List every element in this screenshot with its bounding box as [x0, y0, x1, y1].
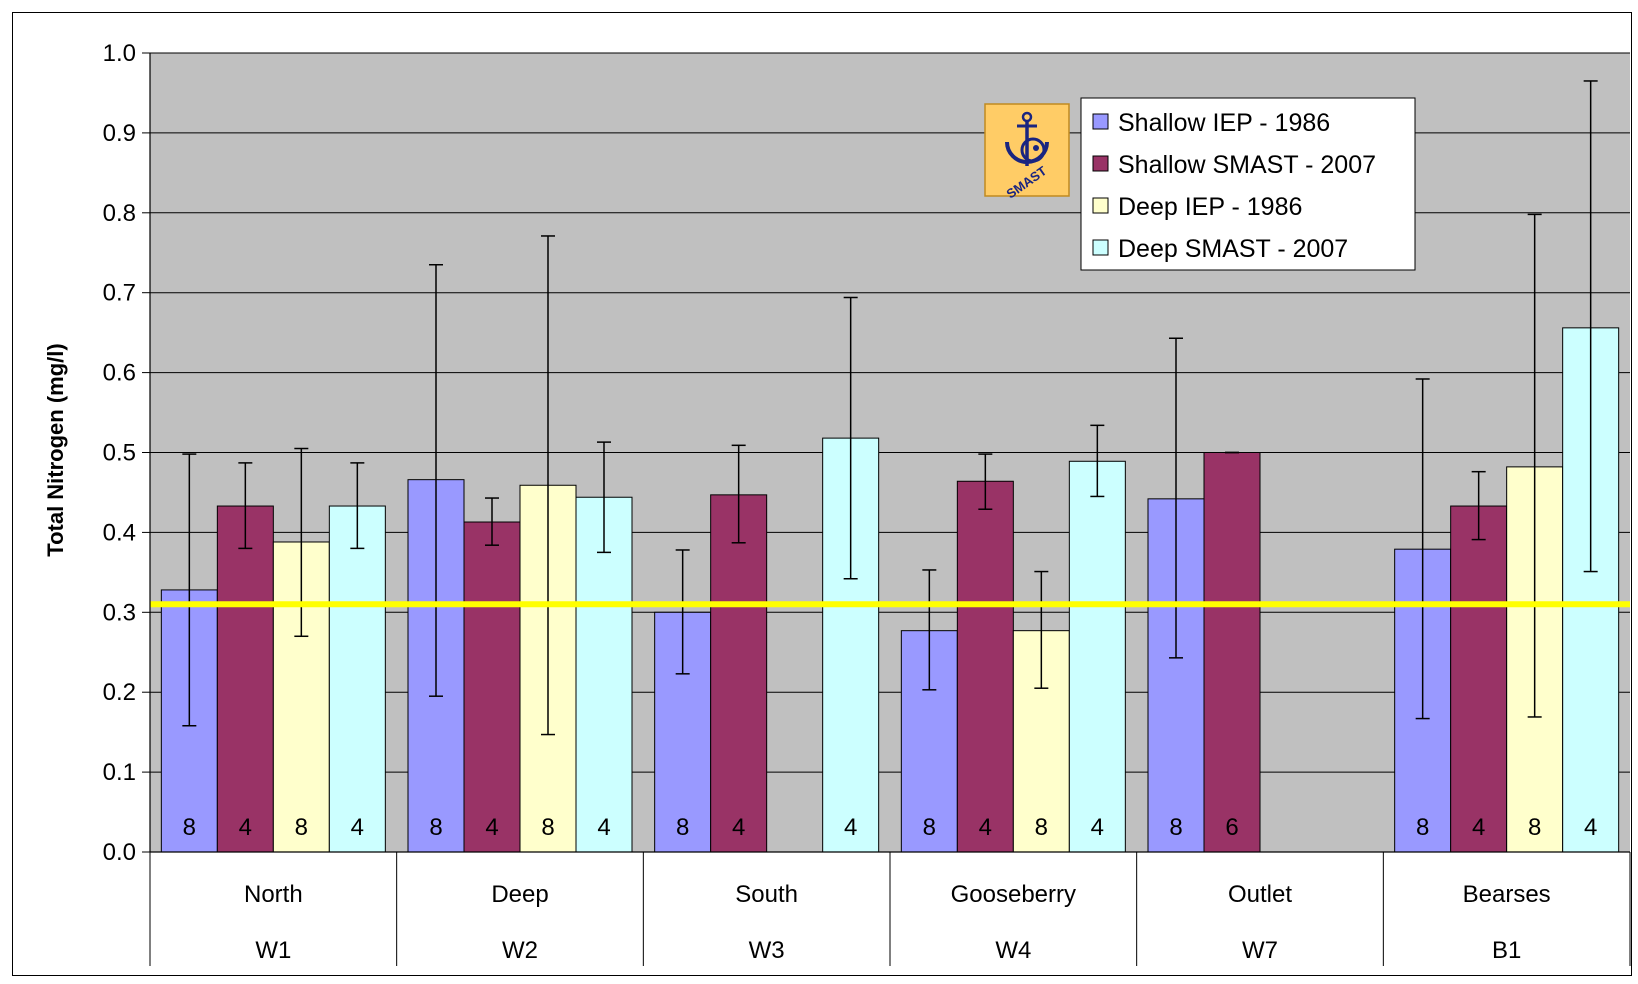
x-subcategory-label: W2 — [502, 937, 538, 964]
y-tick-label: 0.8 — [103, 200, 136, 227]
x-category-label: Deep — [491, 881, 548, 908]
x-subcategory-label: W7 — [1242, 937, 1278, 964]
y-axis-label: Total Nitrogen (mg/l) — [43, 343, 68, 556]
sample-count-label: 4 — [1584, 814, 1597, 841]
y-tick-label: 0.9 — [103, 120, 136, 147]
anchor-icon — [1005, 111, 1049, 166]
bar — [216, 505, 274, 853]
bar — [710, 494, 768, 853]
x-subcategory-label: W1 — [255, 937, 291, 964]
y-tick-label: 0.7 — [103, 280, 136, 307]
bar — [575, 496, 633, 853]
bar — [1450, 505, 1508, 853]
x-category-label: Outlet — [1228, 881, 1292, 908]
sample-count-label: 4 — [1472, 814, 1485, 841]
bar — [1203, 452, 1261, 853]
sample-count-label: 4 — [844, 814, 857, 841]
legend-swatch — [1092, 197, 1109, 214]
sample-count-label: 4 — [597, 814, 610, 841]
x-category-label: Gooseberry — [951, 881, 1076, 908]
smast-logo: SMAST — [984, 103, 1070, 202]
bar — [1068, 460, 1126, 853]
x-category-label: South — [735, 881, 798, 908]
y-tick-label: 0.0 — [103, 839, 136, 866]
sample-count-label: 4 — [1091, 814, 1104, 841]
legend-label: Shallow SMAST - 2007 — [1118, 151, 1376, 179]
x-subcategory-label: W4 — [995, 937, 1031, 964]
y-tick-label: 0.6 — [103, 360, 136, 387]
sample-count-label: 8 — [183, 814, 196, 841]
sample-count-label: 8 — [1035, 814, 1048, 841]
legend-box — [1080, 97, 1416, 271]
legend-label: Deep IEP - 1986 — [1118, 193, 1302, 221]
sample-count-label: 8 — [1528, 814, 1541, 841]
sample-count-label: 8 — [923, 814, 936, 841]
legend-swatch — [1092, 155, 1109, 172]
y-tick-label: 0.3 — [103, 599, 136, 626]
y-tick-label: 0.2 — [103, 679, 136, 706]
sample-count-label: 8 — [1416, 814, 1429, 841]
legend-swatch — [1092, 239, 1109, 256]
sample-count-label: 4 — [979, 814, 992, 841]
legend-label: Shallow IEP - 1986 — [1118, 109, 1330, 137]
y-tick-label: 0.1 — [103, 759, 136, 786]
bar — [956, 480, 1014, 853]
x-category-label: North — [244, 881, 303, 908]
x-subcategory-label: B1 — [1492, 937, 1521, 964]
legend-label: Deep SMAST - 2007 — [1118, 235, 1348, 263]
sample-count-label: 4 — [239, 814, 252, 841]
sample-count-label: 4 — [351, 814, 364, 841]
bar — [822, 437, 880, 853]
x-subcategory-label: W3 — [749, 937, 785, 964]
sample-count-label: 8 — [429, 814, 442, 841]
sample-count-label: 4 — [732, 814, 745, 841]
bar — [463, 521, 521, 853]
bar — [328, 505, 386, 853]
legend-swatch — [1092, 113, 1109, 130]
y-tick-label: 0.5 — [103, 440, 136, 467]
y-tick-label: 1.0 — [103, 40, 136, 67]
sample-count-label: 6 — [1225, 814, 1238, 841]
y-tick-label: 0.4 — [103, 519, 136, 546]
legend: Shallow IEP - 1986 Shallow SMAST - 2007 De… — [1080, 97, 1416, 271]
x-category-label: Bearses — [1463, 881, 1551, 908]
sample-count-label: 4 — [485, 814, 498, 841]
sample-count-label: 8 — [676, 814, 689, 841]
sample-count-label: 8 — [295, 814, 308, 841]
sample-count-label: 8 — [1169, 814, 1182, 841]
sample-count-label: 8 — [541, 814, 554, 841]
